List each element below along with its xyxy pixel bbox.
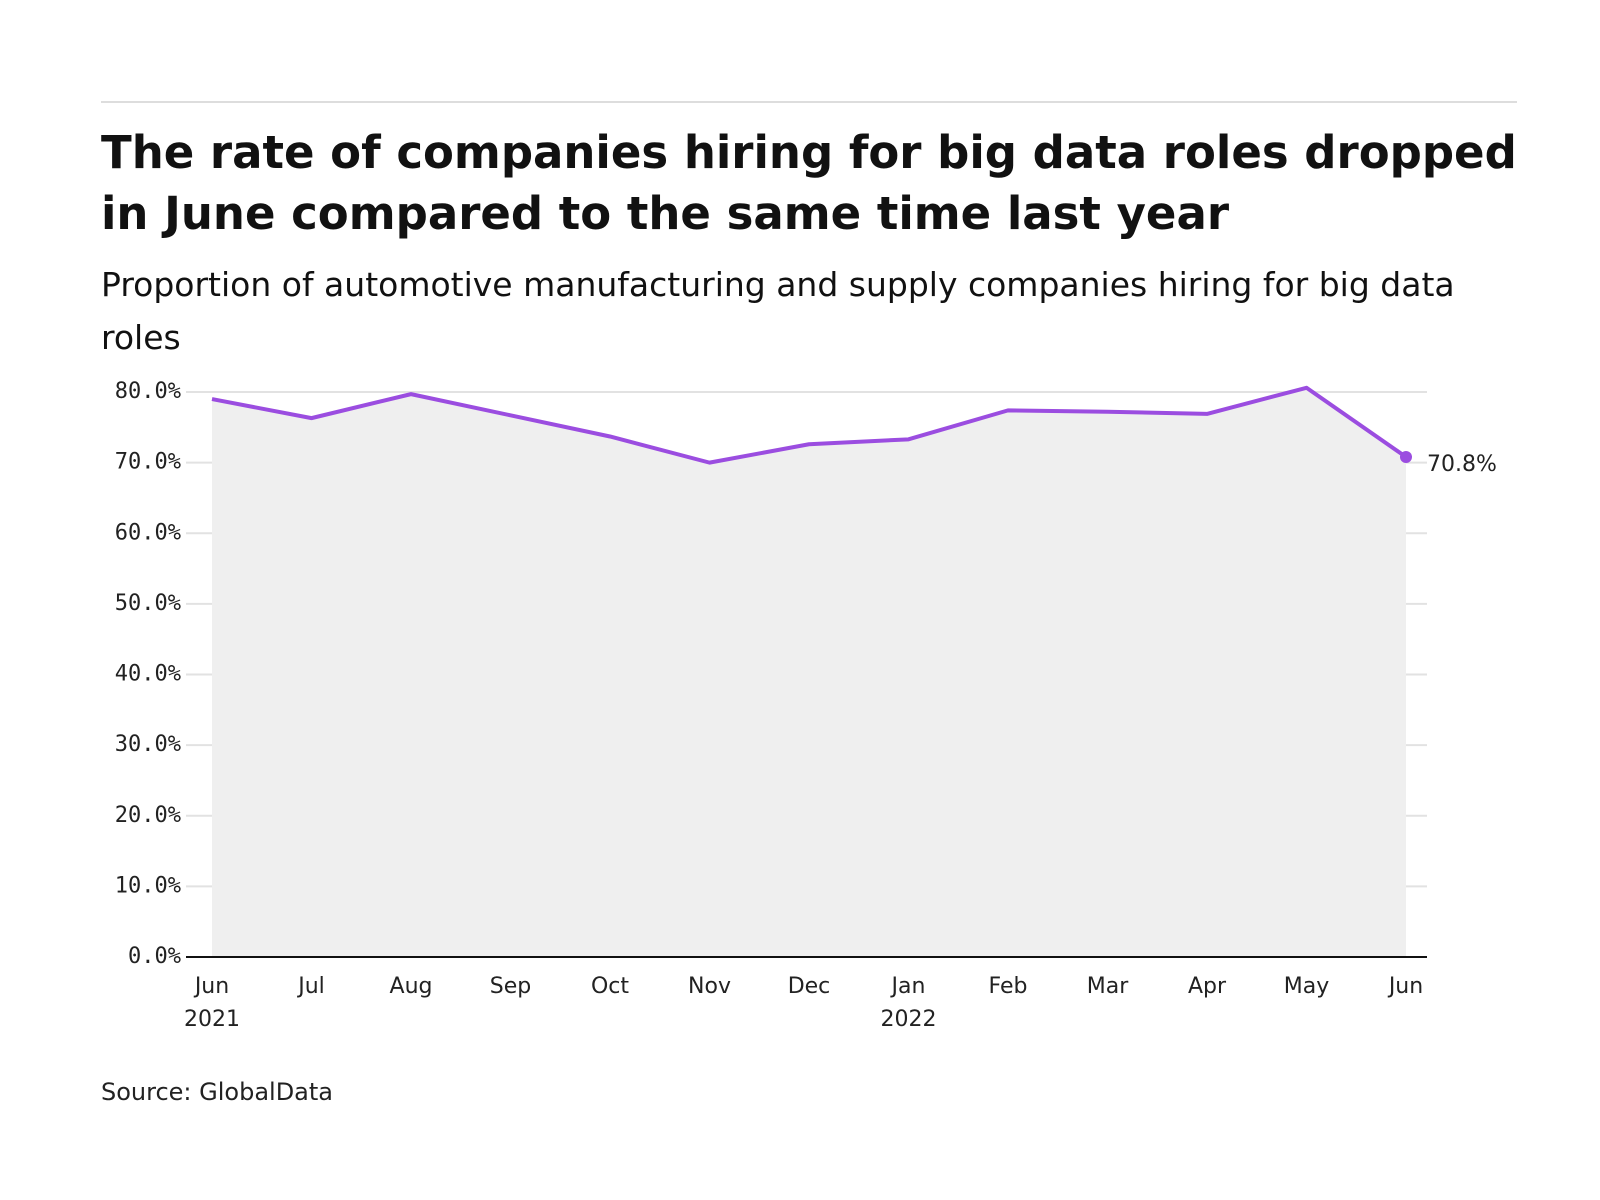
x-tick-label: Jun [1388, 974, 1424, 999]
y-tick-label: 30.0% [115, 732, 181, 757]
top-rule [101, 101, 1517, 103]
y-tick-label: 20.0% [115, 803, 181, 828]
chart-subtitle: Proportion of automotive manufacturing a… [101, 265, 1455, 357]
x-tick-label: Apr [1187, 974, 1227, 999]
x-tick-label: Mar [1086, 974, 1129, 999]
x-tick-label: Aug [389, 974, 433, 999]
x-tick-label: May [1283, 974, 1330, 999]
y-tick-label: 50.0% [115, 591, 181, 616]
y-tick-label: 0.0% [128, 944, 181, 969]
x-tick-label: Feb [988, 974, 1028, 999]
y-tick-label: 10.0% [115, 873, 181, 898]
y-tick-label: 60.0% [115, 520, 181, 545]
chart-title: The rate of companies hiring for big dat… [101, 126, 1517, 240]
x-tick-label: Dec [787, 974, 831, 999]
x-tick-label: Oct [590, 974, 630, 999]
x-tick-label: Jun 2021 [184, 974, 240, 1032]
area [212, 387, 1406, 957]
x-tick-label: Sep [489, 974, 532, 999]
x-tick-label: Jan 2022 [880, 974, 937, 1032]
y-tick-label: 70.0% [115, 450, 181, 475]
x-tick-label: Nov [688, 974, 731, 999]
end-point [1400, 450, 1412, 463]
y-tick-label: 40.0% [115, 662, 181, 687]
value-label: 70.8% [1427, 452, 1497, 477]
source-note: Source: GlobalData [101, 1078, 334, 1106]
y-tick-label: 80.0% [115, 379, 181, 404]
line [211, 385, 1408, 465]
x-tick-label: Jul [298, 974, 325, 999]
